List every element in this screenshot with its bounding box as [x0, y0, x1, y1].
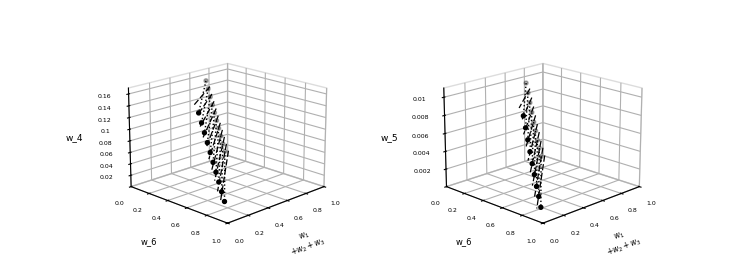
- X-axis label: $w_1$
$+w_2+w_3$: $w_1$ $+w_2+w_3$: [601, 224, 643, 259]
- X-axis label: $w_1$
$+w_2+w_3$: $w_1$ $+w_2+w_3$: [285, 224, 327, 259]
- Y-axis label: w_6: w_6: [140, 237, 157, 246]
- Y-axis label: w_6: w_6: [456, 237, 472, 246]
